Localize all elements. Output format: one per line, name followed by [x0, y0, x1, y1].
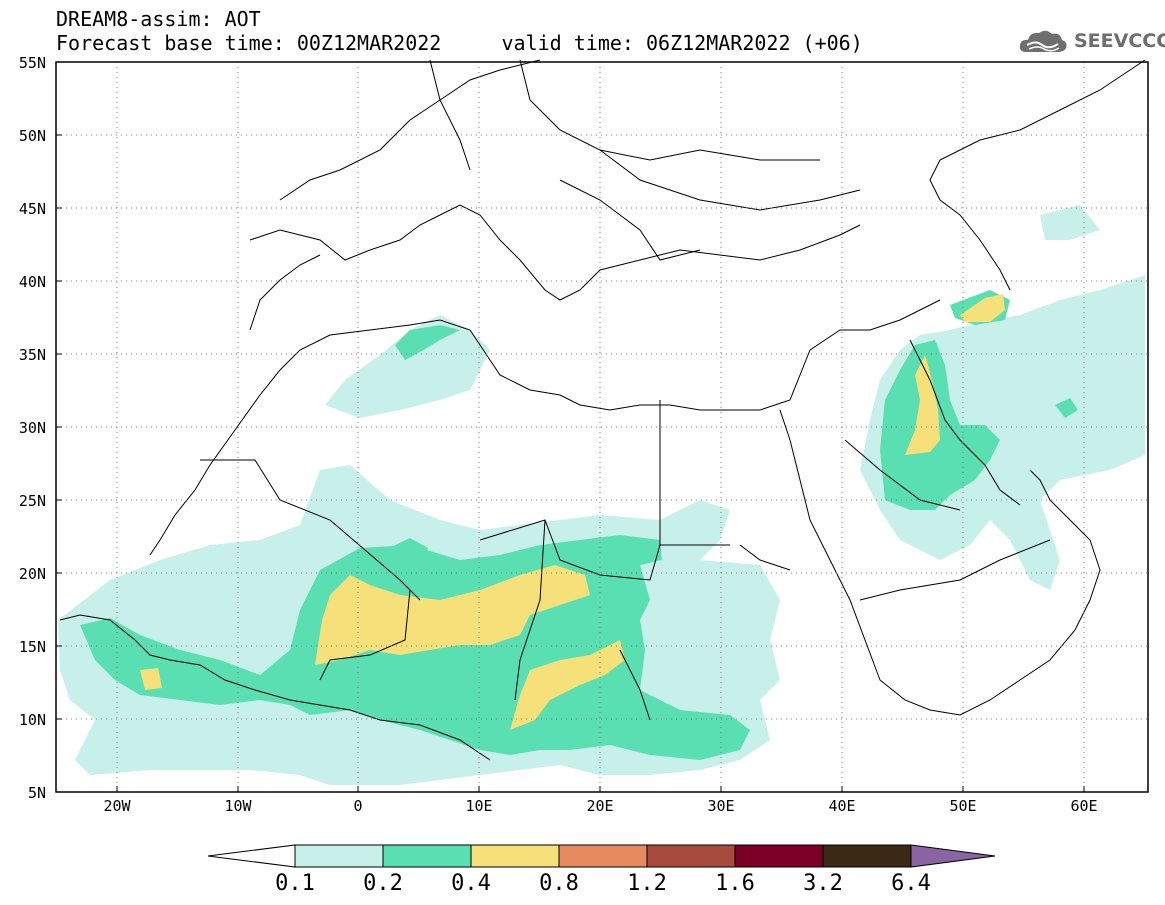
lat-label: 40N — [18, 273, 46, 291]
lon-label: 10E — [465, 797, 493, 815]
colorbar — [207, 844, 996, 868]
colorbar-swatch-4 — [646, 844, 736, 868]
lon-label: 0 — [353, 797, 363, 815]
lon-label: 60E — [1070, 797, 1098, 815]
colorbar-low-arrow — [207, 844, 296, 868]
colorbar-high-arrow — [910, 844, 996, 868]
cloud-logo-icon — [1019, 30, 1067, 52]
lon-label: 50E — [949, 797, 977, 815]
colorbar-label: 3.2 — [803, 871, 843, 896]
lon-label: 20W — [103, 797, 131, 815]
colorbar-label: 0.8 — [539, 871, 579, 896]
logo-text: SEEVCCC — [1074, 30, 1165, 52]
lon-label: 40E — [828, 797, 856, 815]
aot-shading — [58, 205, 1145, 785]
graticule — [56, 62, 1148, 792]
colorbar-swatch-0 — [294, 844, 384, 868]
colorbar-swatch-6 — [822, 844, 912, 868]
lat-label: 5N — [27, 784, 46, 802]
colorbar-swatch-5 — [734, 844, 824, 868]
lat-label: 10N — [18, 711, 46, 729]
lat-label: 50N — [18, 127, 46, 145]
lat-label: 15N — [18, 638, 46, 656]
axis-ticks — [56, 61, 1085, 793]
seevccc-logo: SEEVCCC — [1018, 26, 1165, 56]
colorbar-label: 1.2 — [627, 871, 667, 896]
lat-label: 20N — [18, 565, 46, 583]
colorbar-swatch-1 — [382, 844, 472, 868]
lon-label: 10W — [224, 797, 252, 815]
colorbar-swatch-3 — [558, 844, 648, 868]
colorbar-label: 0.2 — [363, 871, 403, 896]
colorbar-label: 6.4 — [891, 871, 931, 896]
lat-label: 30N — [18, 419, 46, 437]
lat-label: 55N — [18, 54, 46, 72]
colorbar-swatch-2 — [470, 844, 560, 868]
colorbar-label: 0.1 — [275, 871, 315, 896]
lat-label: 45N — [18, 200, 46, 218]
lat-label: 35N — [18, 346, 46, 364]
lon-label: 30E — [707, 797, 735, 815]
forecast-time-subtitle: Forecast base time: 00Z12MAR2022 valid t… — [56, 31, 863, 55]
colorbar-label: 0.4 — [451, 871, 491, 896]
map-title: DREAM8-assim: AOT — [56, 7, 261, 31]
colorbar-label: 1.6 — [715, 871, 755, 896]
lon-label: 20E — [586, 797, 614, 815]
coastlines-borders — [59, 59, 1146, 761]
lat-label: 25N — [18, 492, 46, 510]
